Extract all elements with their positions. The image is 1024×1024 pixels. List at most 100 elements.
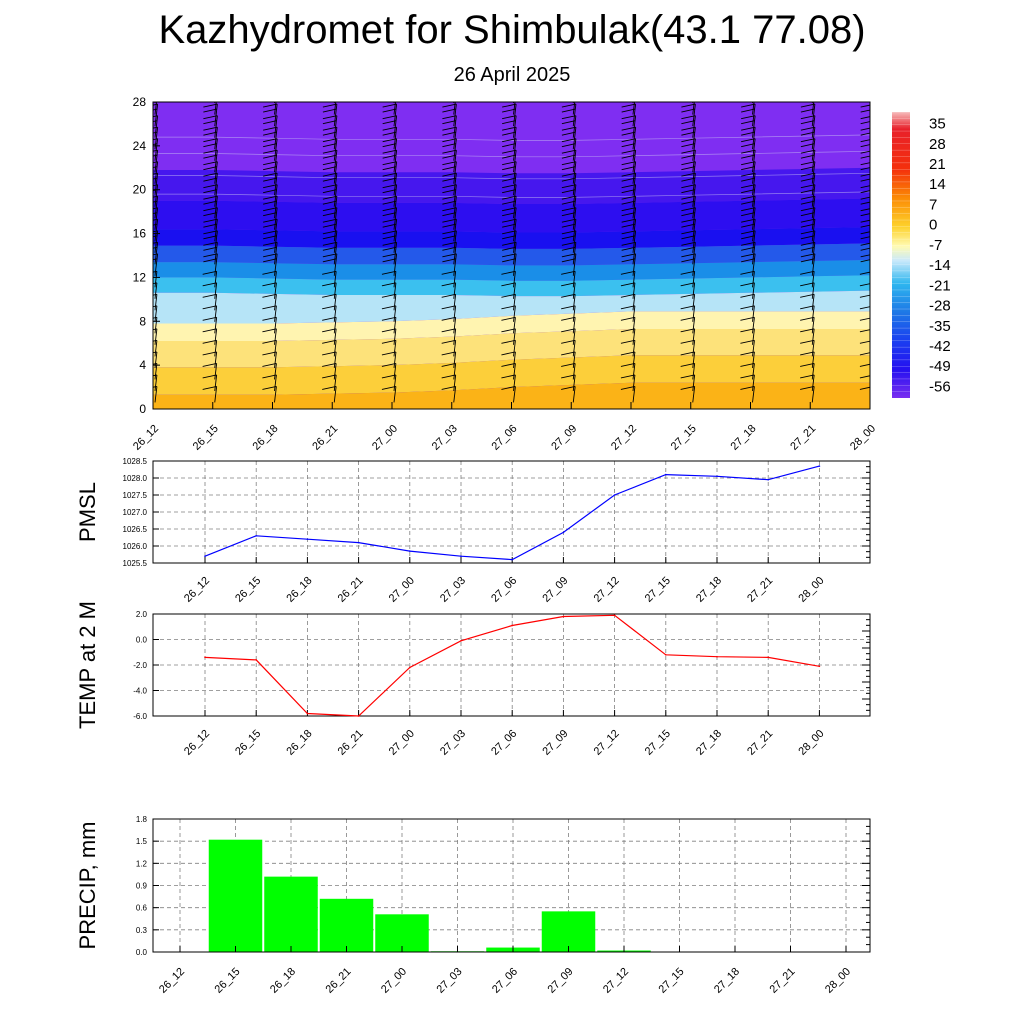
wind-barb — [214, 386, 218, 403]
wind-barb — [513, 207, 517, 230]
wind-barb-flag — [502, 138, 517, 143]
y-tick-label: 1.5 — [136, 837, 148, 846]
wind-barb-flag — [561, 258, 576, 263]
wind-barb-flag — [502, 149, 517, 154]
wind-barb-flag — [501, 270, 516, 275]
wind-barb — [154, 374, 158, 391]
wind-barb-flag — [800, 212, 815, 217]
wind-barb-flag — [501, 374, 516, 379]
wind-barb — [453, 328, 457, 345]
wind-barb-flag — [144, 81, 158, 84]
wind-barb-flag — [322, 200, 337, 205]
wind-barb-flag — [153, 143, 158, 146]
wind-barb-flag — [800, 374, 815, 379]
wind-barb — [513, 351, 516, 368]
wind-barb — [333, 305, 337, 322]
wind-barb-flag — [621, 172, 636, 177]
colorbar-label: -7 — [929, 237, 942, 254]
wind-barb — [632, 363, 636, 380]
wind-barb — [872, 150, 875, 172]
wind-barb-flag — [620, 362, 636, 367]
wind-barb — [811, 150, 816, 173]
wind-barb-flag — [561, 149, 576, 154]
cross-section-panel: 0 4 8 12 16 20 24 28 26_12 26_15 26_18 26_21 27_00 27… — [131, 81, 878, 453]
wind-barb — [872, 162, 875, 184]
wind-barb-flag — [621, 154, 636, 159]
wind-barb — [333, 184, 338, 207]
wind-barb — [274, 196, 278, 219]
wind-barb-flag — [263, 126, 278, 131]
wind-barb-flag — [800, 316, 815, 321]
colorbar-label: 21 — [929, 156, 946, 173]
wind-barb — [692, 230, 696, 253]
wind-barb — [632, 219, 637, 242]
wind-barb-flag — [620, 282, 636, 287]
wind-barb — [632, 150, 637, 173]
wind-barb-flag — [740, 305, 755, 310]
wind-barb-flag — [501, 362, 516, 367]
wind-barb-flag — [502, 223, 516, 228]
wind-barb — [214, 340, 218, 357]
wind-barb — [393, 340, 397, 357]
wind-barb-flag — [561, 138, 576, 143]
wind-barb-flag — [860, 231, 870, 235]
wind-barb-flag — [562, 93, 576, 96]
wind-barb-flag — [680, 305, 695, 310]
wind-barb-flag — [153, 223, 158, 226]
wind-barb-flag — [561, 161, 576, 166]
wind-barb — [154, 150, 159, 173]
wind-barb-flag — [203, 161, 218, 166]
wind-barb-flag — [622, 86, 635, 89]
wind-barb-flag — [153, 351, 158, 354]
wind-barb-flag — [263, 138, 278, 143]
wind-barb — [811, 184, 816, 207]
y-axis-label: TEMP at 2 M — [75, 601, 100, 729]
wind-barb — [513, 363, 516, 380]
wind-barb-flag — [859, 352, 870, 356]
wind-barb-flag — [681, 86, 694, 89]
data-point — [562, 615, 565, 618]
wind-barb-flag — [502, 241, 517, 246]
wind-barb — [752, 184, 756, 207]
wind-barb — [393, 230, 398, 253]
wind-barb — [572, 207, 577, 230]
wind-barb — [632, 282, 636, 299]
wind-barb-flag — [153, 385, 158, 388]
wind-barb-flag — [501, 282, 516, 287]
wind-barb-flag — [382, 166, 397, 171]
y-tick-label: 16 — [133, 227, 147, 241]
wind-barb — [632, 317, 636, 334]
wind-barb-flag — [322, 103, 337, 108]
wind-barb — [214, 230, 218, 253]
wind-barb — [274, 374, 277, 391]
wind-barb — [274, 207, 278, 230]
wind-barb — [811, 207, 816, 230]
wind-barb — [214, 328, 218, 345]
layer-cyan — [153, 275, 870, 297]
wind-barb-flag — [502, 93, 516, 96]
wind-barb-flag — [263, 86, 276, 89]
y-tick-label: -6.0 — [133, 712, 147, 721]
wind-barb-flag — [800, 218, 815, 223]
wind-barb — [513, 317, 516, 334]
wind-barb-flag — [322, 218, 337, 223]
wind-barb-flag — [263, 218, 278, 223]
colorbar-label: -14 — [929, 257, 951, 274]
wind-barb-flag — [203, 235, 217, 240]
wind-barb — [333, 138, 338, 161]
wind-barb — [274, 161, 278, 184]
x-tick-label: 27_03 — [438, 575, 468, 605]
colorbar-label: -28 — [929, 298, 951, 315]
wind-barb-flag — [561, 316, 576, 321]
wind-barb — [214, 150, 218, 173]
wind-barb-flag — [322, 339, 337, 344]
wind-barb-flag — [263, 212, 277, 217]
wind-barb-flag — [741, 93, 755, 96]
wind-barb-flag — [681, 138, 696, 143]
wind-barb-flag — [382, 138, 397, 143]
wind-barb — [393, 282, 397, 299]
wind-barb — [393, 184, 398, 207]
data-point — [767, 656, 769, 659]
wind-barb-flag — [501, 328, 516, 333]
wind-barb-flag — [263, 258, 277, 263]
